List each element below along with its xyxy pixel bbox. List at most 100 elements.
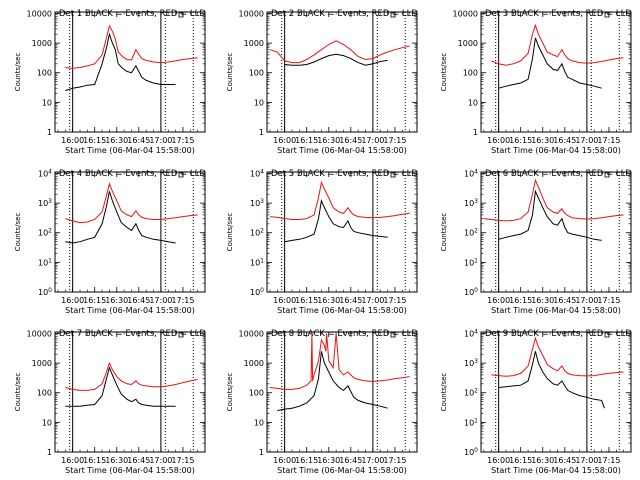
x-tick-label: 17:15 (597, 456, 620, 465)
y-tick-label: 104 (464, 328, 478, 338)
y-tick-label: 10000 (453, 9, 478, 18)
plot-frame (266, 11, 418, 133)
series-lld-line (65, 182, 198, 224)
y-tick-label: 100 (38, 287, 52, 297)
series-lld-line (269, 333, 410, 390)
x-axis-label: Start Time (06-Mar-04 15:58:00) (65, 306, 195, 315)
y-tick-label: 104 (250, 168, 264, 178)
x-tick-label: 17:00 (361, 456, 384, 465)
y-tick-label: 102 (464, 388, 478, 398)
y-axis-label: Counts/sec (14, 213, 22, 252)
x-tick-label: 16:15 (295, 136, 318, 145)
panel-title: Det 2 BLACK = Events, RED = LLD (271, 9, 418, 19)
plot-frame (480, 171, 632, 293)
x-tick-label: 16:15 (83, 136, 106, 145)
x-axis-label: Start Time (06-Mar-04 15:58:00) (277, 146, 407, 155)
x-tick-label: 16:00 (273, 136, 296, 145)
series-events-line (284, 53, 388, 66)
x-tick-label: 16:30 (531, 136, 554, 145)
series-events-line (277, 351, 388, 412)
y-axis-label: Counts/sec (440, 373, 448, 412)
x-tick-label: 16:00 (273, 456, 296, 465)
x-tick-label: 16:45 (553, 296, 576, 305)
x-tick-label: 17:00 (575, 296, 598, 305)
x-tick-label: 16:30 (317, 456, 340, 465)
plot-frame (480, 331, 632, 453)
y-tick-label: 10 (42, 418, 52, 427)
plot-frame (54, 171, 206, 293)
x-tick-label: 16:00 (487, 296, 510, 305)
panel-title: Det 7 BLACK = Events, RED = LLD (59, 329, 206, 339)
x-tick-label: 17:00 (575, 456, 598, 465)
x-tick-label: 16:00 (487, 136, 510, 145)
x-tick-label: 16:15 (295, 296, 318, 305)
y-tick-label: 10000 (239, 9, 264, 18)
x-tick-label: 16:15 (83, 456, 106, 465)
x-tick-label: 17:00 (575, 136, 598, 145)
x-tick-label: 17:15 (171, 296, 194, 305)
x-tick-label: 16:30 (531, 296, 554, 305)
y-axis-label: Counts/sec (14, 373, 22, 412)
panel-title: Det 8 BLACK = Events, RED = LLD (271, 329, 418, 339)
y-tick-label: 100 (37, 69, 52, 78)
y-axis-label: Counts/sec (226, 213, 234, 252)
y-tick-label: 101 (38, 257, 52, 267)
panel-det-4: Det 4 BLACK = Events, RED = LLD 100 101 102… (14, 168, 206, 315)
x-tick-label: 16:45 (553, 136, 576, 145)
y-tick-label: 100 (37, 389, 52, 398)
y-axis-label: Counts/sec (226, 373, 234, 412)
x-tick-label: 16:45 (339, 136, 362, 145)
y-tick-label: 100 (463, 69, 478, 78)
y-tick-label: 10000 (27, 329, 52, 338)
panel-det-6: Det 6 BLACK = Events, RED = LLD 100 101 102… (440, 168, 632, 315)
series-lld-line (269, 180, 410, 220)
y-tick-label: 10 (254, 418, 264, 427)
x-tick-label: 16:00 (487, 456, 510, 465)
x-axis-label: Start Time (06-Mar-04 15:58:00) (277, 306, 407, 315)
panel-det-2: Det 2 BLACK = Events, RED = LLD 1 10 100 100… (226, 9, 418, 155)
plot-frame (266, 171, 418, 293)
panel-det-5: Det 5 BLACK = Events, RED = LLD 100 101 102… (226, 168, 418, 315)
y-tick-label: 102 (38, 228, 52, 238)
x-tick-label: 17:00 (149, 296, 172, 305)
y-tick-label: 101 (464, 417, 478, 427)
x-tick-label: 17:15 (383, 456, 406, 465)
panel-title: Det 6 BLACK = Events, RED = LLD (485, 169, 632, 179)
y-axis-label: Counts/sec (14, 53, 22, 92)
series-lld-line (491, 336, 624, 377)
y-tick-label: 1 (47, 128, 52, 137)
y-tick-label: 1000 (32, 39, 52, 48)
x-axis-label: Start Time (06-Mar-04 15:58:00) (277, 466, 407, 475)
panel-det-7: Det 7 BLACK = Events, RED = LLD 1 10 100 100… (14, 329, 206, 475)
x-axis-label: Start Time (06-Mar-04 15:58:00) (491, 146, 621, 155)
x-tick-label: 17:15 (383, 136, 406, 145)
x-tick-label: 16:30 (317, 136, 340, 145)
y-tick-label: 1000 (458, 39, 478, 48)
x-tick-label: 17:15 (171, 456, 194, 465)
y-tick-label: 1 (259, 128, 264, 137)
y-tick-label: 100 (250, 287, 264, 297)
x-tick-label: 16:45 (127, 136, 150, 145)
x-tick-label: 16:00 (61, 136, 84, 145)
x-tick-label: 17:15 (597, 296, 620, 305)
x-tick-label: 17:15 (383, 296, 406, 305)
x-axis-label: Start Time (06-Mar-04 15:58:00) (65, 146, 195, 155)
x-tick-label: 16:45 (127, 456, 150, 465)
series-events-line (284, 199, 388, 243)
y-tick-label: 10 (42, 98, 52, 107)
series-lld-line (269, 40, 410, 64)
series-lld-line (491, 23, 624, 66)
panel-title: Det 9 BLACK = Events, RED = LLD (485, 329, 632, 339)
series-lld-line (65, 361, 198, 391)
x-tick-label: 16:30 (531, 456, 554, 465)
x-tick-label: 17:00 (149, 136, 172, 145)
y-tick-label: 1 (47, 448, 52, 457)
x-tick-label: 16:45 (339, 456, 362, 465)
plot-frame (54, 11, 206, 133)
y-axis-label: Counts/sec (440, 53, 448, 92)
panel-det-8: Det 8 BLACK = Events, RED = LLD 1 10 100 100… (226, 329, 418, 475)
plot-frame (480, 11, 632, 133)
plot-frame (266, 331, 418, 453)
y-tick-label: 100 (464, 287, 478, 297)
